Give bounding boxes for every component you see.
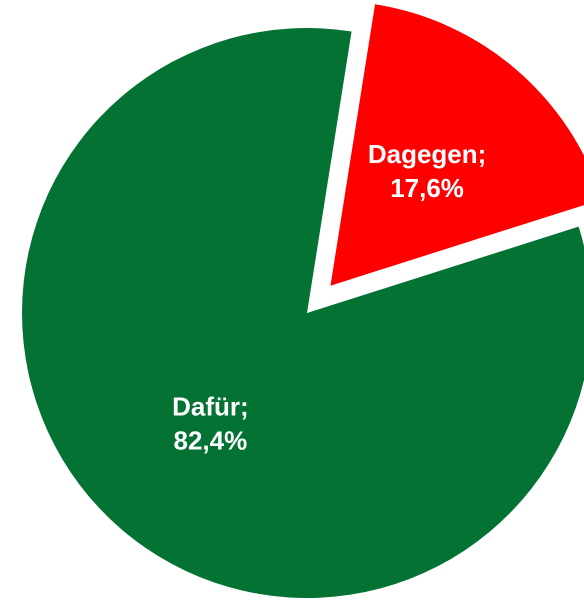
pie-slice — [22, 28, 584, 598]
pie-slice — [330, 4, 584, 286]
slice-value-label: 17,6% — [390, 173, 464, 203]
slice-category: Dafür; — [172, 391, 249, 421]
slice-category: Dagegen; — [368, 139, 486, 169]
slice-value-label: 82,4% — [174, 425, 248, 455]
